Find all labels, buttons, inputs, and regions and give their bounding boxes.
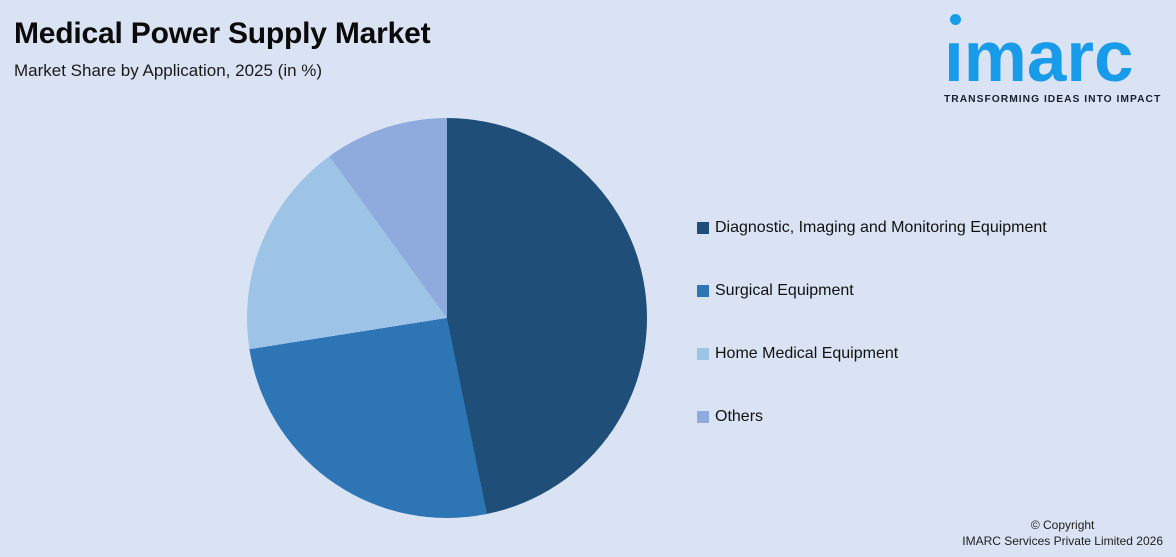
legend-label: Others xyxy=(715,408,764,425)
legend-label: Diagnostic, Imaging and Monitoring Equip… xyxy=(715,219,1047,236)
copyright-line1: © Copyright xyxy=(1030,518,1095,532)
legend-label: Surgical Equipment xyxy=(715,282,854,299)
imarc-logo-dot-icon xyxy=(950,14,961,25)
imarc-logo: ımarc TRANSFORMING IDEAS INTO IMPACT xyxy=(944,12,1170,105)
imarc-logo-wordmark: ımarc xyxy=(944,18,1134,97)
legend-swatch-surgical xyxy=(697,285,709,297)
legend-item: Diagnostic, Imaging and Monitoring Equip… xyxy=(697,218,1047,238)
legend-label: Home Medical Equipment xyxy=(715,345,899,362)
legend-swatch-others xyxy=(697,411,709,423)
legend-swatch-home-medical xyxy=(697,348,709,360)
pie-chart xyxy=(247,118,647,518)
legend-item: Others xyxy=(697,407,1047,427)
chart-legend: Diagnostic, Imaging and Monitoring Equip… xyxy=(697,218,1047,427)
header: Medical Power Supply Market Market Share… xyxy=(14,16,431,82)
page-subtitle: Market Share by Application, 2025 (in %) xyxy=(14,61,323,80)
page-title: Medical Power Supply Market xyxy=(14,17,431,50)
imarc-logo-tagline: TRANSFORMING IDEAS INTO IMPACT xyxy=(944,94,1162,105)
copyright-notice: © Copyright IMARC Services Private Limit… xyxy=(962,517,1163,549)
copyright-line2: IMARC Services Private Limited 2026 xyxy=(962,534,1163,548)
legend-item: Surgical Equipment xyxy=(697,281,1047,301)
legend-item: Home Medical Equipment xyxy=(697,344,1047,364)
legend-swatch-diagnostic xyxy=(697,222,709,234)
